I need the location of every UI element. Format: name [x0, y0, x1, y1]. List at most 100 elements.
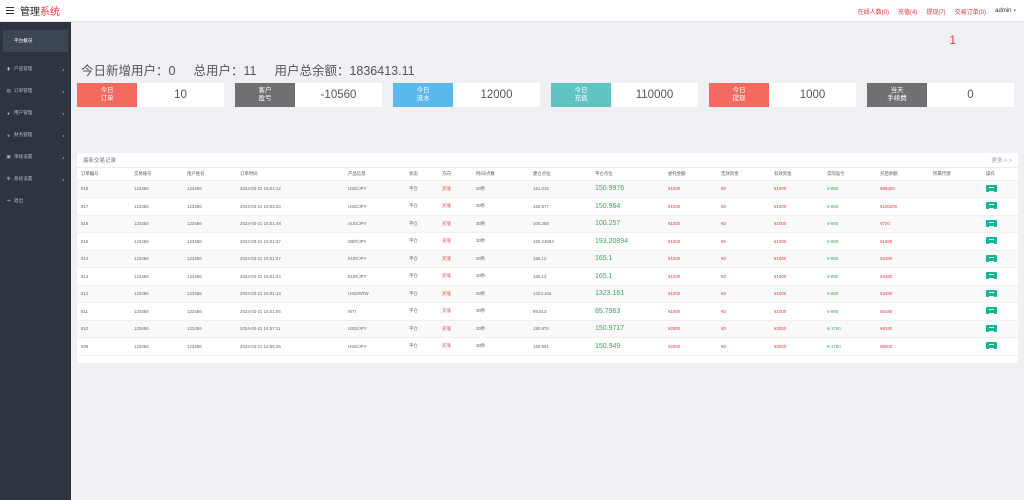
table-cell: ¥3480 — [876, 267, 929, 286]
trade-orders-link[interactable]: 交易订单(0) — [954, 9, 986, 16]
stat-label-line: 当天 — [890, 87, 904, 94]
table-cell: 816 — [77, 215, 130, 233]
table-cell: 813 — [77, 267, 130, 286]
table-cell-actions — [982, 180, 1018, 198]
stat-value: -10560 — [320, 89, 357, 101]
table-cell: ¥0 — [717, 232, 770, 251]
sidebar-item-label: 平台概况 — [14, 38, 33, 43]
user-menu[interactable]: admin ▾ — [995, 0, 1016, 22]
table-cell: 买涨 — [438, 215, 472, 233]
table-cell: 2024-03-21 15:01:24 — [236, 267, 344, 286]
view-detail-button[interactable] — [986, 219, 997, 227]
view-detail-button[interactable] — [986, 307, 997, 315]
sidebar-item-label: 系统设置 — [14, 176, 33, 181]
table-cell: ¥720 — [876, 215, 929, 233]
table-cell — [929, 302, 982, 321]
table-cell: ¥1000 — [770, 250, 823, 268]
table-cell: 买涨 — [438, 302, 472, 321]
view-detail-button[interactable] — [986, 184, 997, 192]
table-cell: 30秒 — [472, 232, 529, 251]
user-icon: ● — [7, 110, 10, 116]
column-header: 建仓点位 — [529, 168, 591, 181]
table-cell: 30秒 — [472, 320, 529, 338]
view-detail-button[interactable] — [986, 324, 997, 332]
table-cell: ¥5480 — [876, 302, 929, 321]
table-cell: 123456 — [183, 285, 236, 303]
table-cell — [929, 197, 982, 216]
view-detail-button[interactable] — [986, 289, 997, 297]
sidebar-item-orders[interactable]: ▤ 订单管理 ◂ — [0, 80, 71, 102]
table-cell: 150.964 — [591, 197, 664, 216]
review-icon: ▣ — [6, 154, 11, 159]
table-cell: 123456 — [183, 320, 236, 338]
table-cell: ¥1000 — [664, 215, 717, 233]
view-detail-button[interactable] — [986, 254, 997, 262]
table-cell — [929, 215, 982, 233]
panel-title: 最新交易记录 — [83, 158, 117, 164]
table-cell: 30秒 — [472, 285, 529, 303]
table-row: 813 123456 123456 2024-03-21 15:01:24 EUR/JP… — [77, 267, 1018, 286]
view-detail-button[interactable] — [986, 202, 997, 210]
table-cell: ¥100200 — [876, 197, 929, 216]
table-cell: ¥6240 — [876, 320, 929, 338]
home-icon: ⌂ — [7, 38, 10, 44]
withdraw-link[interactable]: 提现(7) — [926, 9, 946, 16]
sidebar-item-settings[interactable]: ✻ 系统设置 ◂ — [0, 168, 71, 190]
stat-value: 12000 — [480, 89, 513, 101]
recharge-link[interactable]: 充值(4) — [897, 9, 918, 16]
view-detail-button[interactable] — [986, 272, 997, 280]
latest-trades-panel: 最新交易记录 更多 > > 订单编号 交易账号 用户姓名 订单时间 产品信息 状态 方向 时间… — [77, 153, 1018, 363]
table-cell: 平仓 — [405, 285, 438, 303]
sidebar-item-overview[interactable]: ⌂ 平台概况 — [3, 30, 68, 52]
table-cell: 123456 — [130, 320, 183, 338]
table-cell — [929, 337, 982, 356]
column-header: 平仓点位 — [591, 168, 664, 181]
table-cell: 123456 — [183, 180, 236, 198]
stat-label: 客户 盈亏 — [235, 83, 295, 107]
table-cell: AUD/JPY — [344, 215, 405, 233]
stat-label-line: 今日 — [732, 87, 746, 94]
sidebar-item-products[interactable]: ▮ 产品管理 ◂ — [0, 58, 71, 80]
table-cell-actions — [982, 337, 1018, 356]
stat-card-today-withdraw: 今日 提现 1000 — [709, 83, 856, 107]
table-cell-actions — [982, 197, 1018, 216]
table-cell: 买涨 — [438, 320, 472, 338]
table-cell: ¥0 — [717, 250, 770, 268]
table-cell: ¥1000 — [664, 232, 717, 251]
table-cell: ¥0 — [717, 215, 770, 233]
column-header: 产品信息 — [344, 168, 405, 181]
table-cell: 2024-03-21 15:04:12 — [236, 180, 344, 198]
table-cell: 1323.161 — [591, 285, 664, 303]
table-cell: 2024-03-21 14:57:11 — [236, 320, 344, 338]
table-cell: 123456 — [183, 232, 236, 251]
view-detail-button[interactable] — [986, 237, 997, 245]
sidebar-item-label: 订单管理 — [14, 88, 33, 93]
notice-count: 1 — [949, 33, 956, 47]
table-cell: ¥1000 — [664, 285, 717, 303]
table-cell: 2024-03-21 15:01:37 — [236, 232, 344, 251]
table-cell-actions — [982, 285, 1018, 303]
table-cell: 150.977 — [529, 197, 591, 216]
table-cell: ¥8000 — [876, 337, 929, 356]
hamburger-menu-icon[interactable] — [6, 7, 14, 14]
table-cell: USD/JPY — [344, 180, 405, 198]
table-cell: ¥0 — [717, 197, 770, 216]
more-link[interactable]: 更多 > > — [991, 158, 1012, 164]
table-header-row: 订单编号 交易账号 用户姓名 订单时间 产品信息 状态 方向 时间/点数 建仓点位 平仓点位 委托金… — [77, 168, 1018, 181]
online-users-link[interactable]: 在线人数(0) — [857, 9, 889, 16]
table-cell: USD/JPY — [344, 337, 405, 356]
sidebar-item-users[interactable]: ● 用户管理 ◂ — [0, 102, 71, 124]
table-cell-actions — [982, 267, 1018, 286]
table-cell: ¥1680 — [876, 232, 929, 251]
chevron-left-icon: ◂ — [61, 132, 64, 138]
sidebar-item-logout[interactable]: ⇥ 退出 — [0, 190, 71, 212]
table-cell: ¥2000 — [770, 337, 823, 356]
sidebar-item-finance[interactable]: ¥ 财务管理 ◂ — [0, 124, 71, 146]
sidebar-item-label: 退出 — [14, 198, 24, 203]
chevron-left-icon: ◂ — [61, 110, 64, 116]
table-cell — [929, 250, 982, 268]
stat-label: 今日 订单 — [77, 83, 137, 107]
view-detail-button[interactable] — [986, 342, 997, 350]
table-cell: 85.813 — [529, 302, 591, 321]
sidebar-item-review[interactable]: ▣ 审核设置 ◂ — [0, 146, 71, 168]
